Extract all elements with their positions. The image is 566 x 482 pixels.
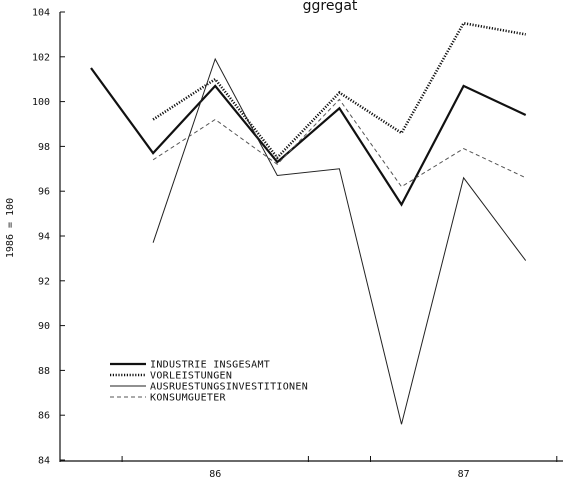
y-tick-label: 94 (38, 232, 50, 243)
x-tick-label: 86 (209, 469, 221, 480)
y-tick-label: 96 (38, 187, 50, 198)
y-axis-label: 1986 = 100 (5, 198, 16, 258)
y-tick-label: 90 (38, 321, 50, 332)
y-tick-label: 88 (38, 366, 50, 377)
chart-title: ggregat (303, 0, 358, 14)
y-tick-label: 84 (38, 456, 50, 467)
series-line-3 (152, 57, 527, 425)
series-line-4 (152, 98, 526, 188)
legend-label: VORLEISTUNGEN (150, 371, 232, 382)
y-tick-label: 100 (32, 97, 50, 108)
y-tick-label: 104 (32, 8, 50, 19)
legend-label: INDUSTRIE INSGESAMT (150, 360, 270, 371)
legend-label: AUSRUESTUNGSINVESTITIONEN (150, 382, 308, 393)
x-tick-label: 87 (458, 469, 470, 480)
legend-label: KONSUMGUETER (150, 393, 227, 404)
y-tick-label: 86 (38, 411, 50, 422)
series-line-1 (90, 67, 527, 207)
series-line-2 (152, 21, 526, 160)
y-tick-label: 92 (38, 276, 50, 287)
y-tick-label: 102 (32, 52, 50, 63)
y-tick-label: 98 (38, 142, 50, 153)
